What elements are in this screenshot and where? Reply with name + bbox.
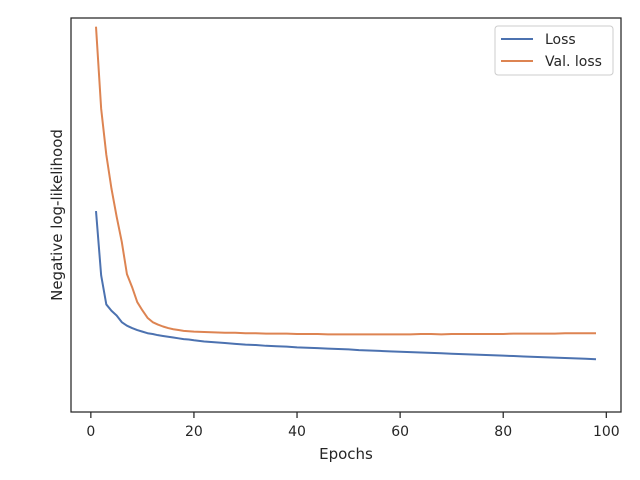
x-axis-ticks: 0 20 40 60 80 100 <box>86 412 620 440</box>
legend-label-val-loss: Val. loss <box>545 54 602 70</box>
x-tick-label: 100 <box>593 424 620 440</box>
x-tick-label: 80 <box>494 424 512 440</box>
plot-frame <box>70 17 622 413</box>
x-tick-label: 20 <box>185 424 203 440</box>
y-axis-label: Negative log-likelihood <box>48 129 66 301</box>
series-line-val-loss <box>95 26 596 336</box>
legend: Loss Val. loss <box>494 25 614 76</box>
x-tick-label: 0 <box>86 424 95 440</box>
legend-label-loss: Loss <box>545 32 576 48</box>
x-axis-label: Epochs <box>319 445 373 463</box>
series-line-loss <box>95 210 597 361</box>
x-tick-label: 60 <box>391 424 409 440</box>
series-layer <box>95 26 597 361</box>
x-tick-label: 40 <box>288 424 306 440</box>
